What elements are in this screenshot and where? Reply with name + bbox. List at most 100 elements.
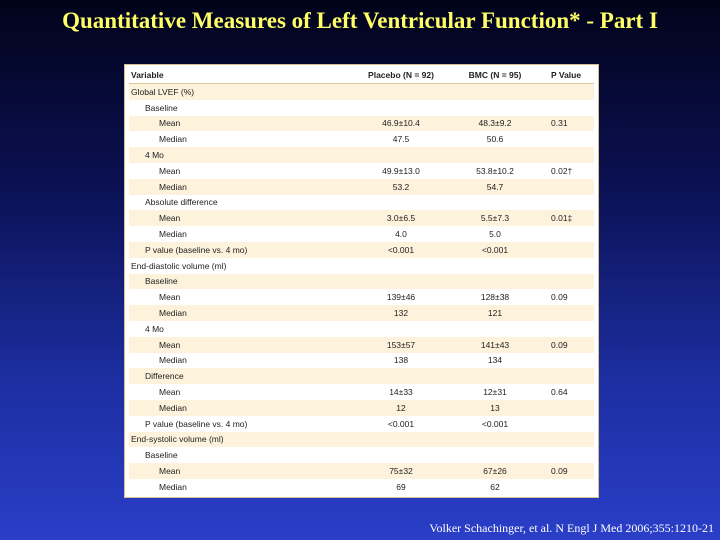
bmc-value	[447, 99, 543, 116]
row-label: End-diastolic volume (ml)	[129, 257, 355, 274]
bmc-value: 12±31	[447, 384, 543, 400]
row-label: 4 Mo	[129, 147, 355, 163]
placebo-value: 75±32	[355, 463, 447, 479]
table-row: Mean 75±32 67±26 0.09	[129, 463, 594, 479]
p-value	[543, 478, 594, 495]
placebo-value	[355, 83, 447, 100]
table-row: Baseline	[129, 99, 594, 116]
row-label: Global LVEF (%)	[129, 83, 355, 100]
table-row: End-diastolic volume (ml)	[129, 257, 594, 274]
table-row: Median 53.2 54.7	[129, 178, 594, 195]
table-row: Baseline	[129, 447, 594, 464]
p-value	[543, 305, 594, 321]
p-value: 0.31	[543, 115, 594, 132]
row-label: 4 Mo	[129, 320, 355, 337]
bmc-value: 5.0	[447, 226, 543, 242]
placebo-value: 53.2	[355, 178, 447, 195]
bmc-value	[447, 273, 543, 290]
bmc-value: 134	[447, 352, 543, 369]
row-label: Median	[129, 226, 355, 242]
table-body: Global LVEF (%) Baseline Mean 46.9±10.4 48.3…	[129, 83, 594, 495]
p-value	[543, 83, 594, 100]
row-label: Mean	[129, 463, 355, 479]
p-value	[543, 415, 594, 432]
placebo-value	[355, 99, 447, 116]
placebo-value	[355, 431, 447, 448]
placebo-value: <0.001	[355, 241, 447, 258]
table-row: Mean 3.0±6.5 5.5±7.3 0.01‡	[129, 210, 594, 227]
table-row: Median 132 121	[129, 305, 594, 321]
row-label: End-systolic volume (ml)	[129, 431, 355, 448]
row-label: Median	[129, 131, 355, 148]
row-label: P value (baseline vs. 4 mo)	[129, 415, 355, 432]
header-variable: Variable	[129, 67, 355, 84]
header-p-value: P Value	[543, 67, 594, 84]
row-label: Difference	[129, 368, 355, 385]
table-row: Mean 46.9±10.4 48.3±9.2 0.31	[129, 115, 594, 132]
placebo-value: 153±57	[355, 336, 447, 353]
bmc-value	[447, 447, 543, 464]
p-value	[543, 257, 594, 274]
placebo-value: 132	[355, 305, 447, 321]
row-label: Median	[129, 305, 355, 321]
row-label: Mean	[129, 289, 355, 306]
row-label: Mean	[129, 115, 355, 132]
slide-title: Quantitative Measures of Left Ventricula…	[62, 8, 658, 33]
table-row: Median 12 13	[129, 399, 594, 416]
placebo-value: 49.9±13.0	[355, 162, 447, 179]
row-label: Median	[129, 399, 355, 416]
table-row: Absolute difference	[129, 194, 594, 211]
table-row: Mean 49.9±13.0 53.8±10.2 0.02†	[129, 162, 594, 179]
bmc-value: 67±26	[447, 463, 543, 479]
placebo-value: 14±33	[355, 384, 447, 400]
row-label: Mean	[129, 384, 355, 400]
header-bmc: BMC (N = 95)	[447, 67, 543, 84]
table-header-row: Variable Placebo (N = 92) BMC (N = 95) P…	[129, 67, 594, 84]
p-value: 0.09	[543, 336, 594, 353]
bmc-value	[447, 257, 543, 274]
row-label: P value (baseline vs. 4 mo)	[129, 241, 355, 258]
placebo-value	[355, 194, 447, 211]
table-row: Median 69 62	[129, 478, 594, 495]
placebo-value	[355, 273, 447, 290]
results-table: Variable Placebo (N = 92) BMC (N = 95) P…	[129, 67, 594, 495]
table-row: P value (baseline vs. 4 mo) <0.001 <0.001	[129, 415, 594, 432]
p-value	[543, 194, 594, 211]
row-label: Absolute difference	[129, 194, 355, 211]
p-value	[543, 368, 594, 385]
table-row: Median 47.5 50.6	[129, 131, 594, 148]
table-row: Mean 153±57 141±43 0.09	[129, 336, 594, 353]
p-value	[543, 320, 594, 337]
p-value: 0.64	[543, 384, 594, 400]
placebo-value: 47.5	[355, 131, 447, 148]
p-value	[543, 131, 594, 148]
placebo-value	[355, 447, 447, 464]
placebo-value: 46.9±10.4	[355, 115, 447, 132]
bmc-value: 5.5±7.3	[447, 210, 543, 227]
row-label: Baseline	[129, 99, 355, 116]
bmc-value: 13	[447, 399, 543, 416]
placebo-value	[355, 368, 447, 385]
bmc-value	[447, 431, 543, 448]
p-value: 0.02†	[543, 162, 594, 179]
bmc-value: 54.7	[447, 178, 543, 195]
table-row: 4 Mo	[129, 320, 594, 337]
bmc-value: 121	[447, 305, 543, 321]
header-placebo: Placebo (N = 92)	[355, 67, 447, 84]
row-label: Median	[129, 352, 355, 369]
bmc-value: 141±43	[447, 336, 543, 353]
table-row: Baseline	[129, 273, 594, 290]
bmc-value	[447, 147, 543, 163]
placebo-value: 138	[355, 352, 447, 369]
placebo-value: 12	[355, 399, 447, 416]
p-value	[543, 226, 594, 242]
p-value	[543, 99, 594, 116]
row-label: Median	[129, 178, 355, 195]
placebo-value: 139±46	[355, 289, 447, 306]
placebo-value	[355, 147, 447, 163]
table-row: P value (baseline vs. 4 mo) <0.001 <0.001	[129, 241, 594, 258]
table-row: Mean 14±33 12±31 0.64	[129, 384, 594, 400]
table-row: Mean 139±46 128±38 0.09	[129, 289, 594, 306]
table-row: Median 138 134	[129, 352, 594, 369]
bmc-value: 50.6	[447, 131, 543, 148]
